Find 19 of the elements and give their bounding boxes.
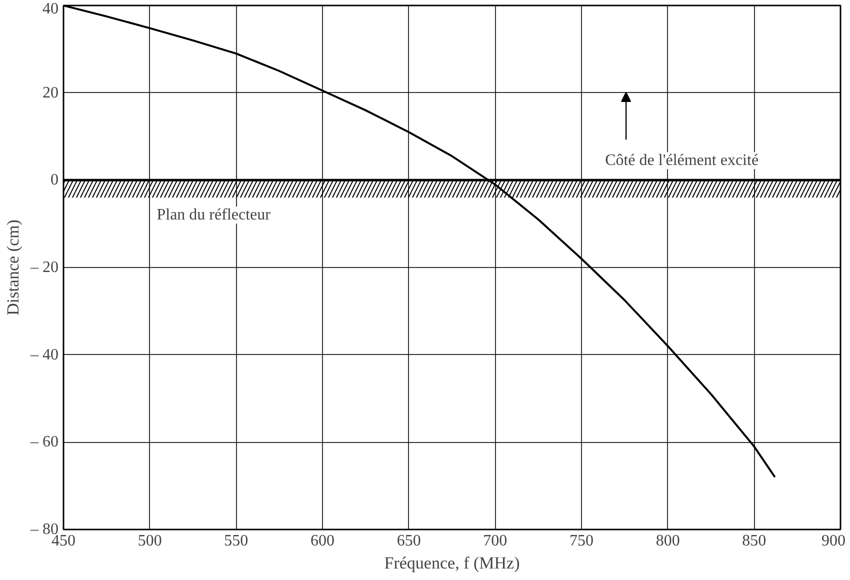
annotation: Côté de l'élément excité — [605, 152, 759, 170]
y-tick-label: 40 — [42, 0, 58, 18]
x-tick-label: 550 — [224, 532, 248, 550]
y-tick-label: – 60 — [30, 434, 58, 451]
x-axis-title: Fréquence, f (MHz) — [384, 554, 520, 572]
x-tick-label: 500 — [138, 532, 162, 550]
y-tick-label: – 20 — [30, 259, 58, 276]
x-tick-label: 750 — [570, 532, 594, 550]
y-tick-label: – 40 — [30, 346, 58, 364]
y-axis-title: Distance (cm) — [4, 220, 22, 316]
y-tick-label: 0 — [50, 172, 58, 189]
x-tick-label: 600 — [310, 532, 334, 550]
x-tick-label: 700 — [483, 532, 508, 550]
x-tick-label: 850 — [742, 532, 766, 550]
y-tick-label: 20 — [42, 84, 58, 102]
x-tick-label: 800 — [656, 532, 680, 550]
x-tick-label: 650 — [396, 532, 421, 550]
annotation: Plan du réflecteur — [156, 206, 272, 224]
x-tick-label: 900 — [822, 532, 846, 550]
